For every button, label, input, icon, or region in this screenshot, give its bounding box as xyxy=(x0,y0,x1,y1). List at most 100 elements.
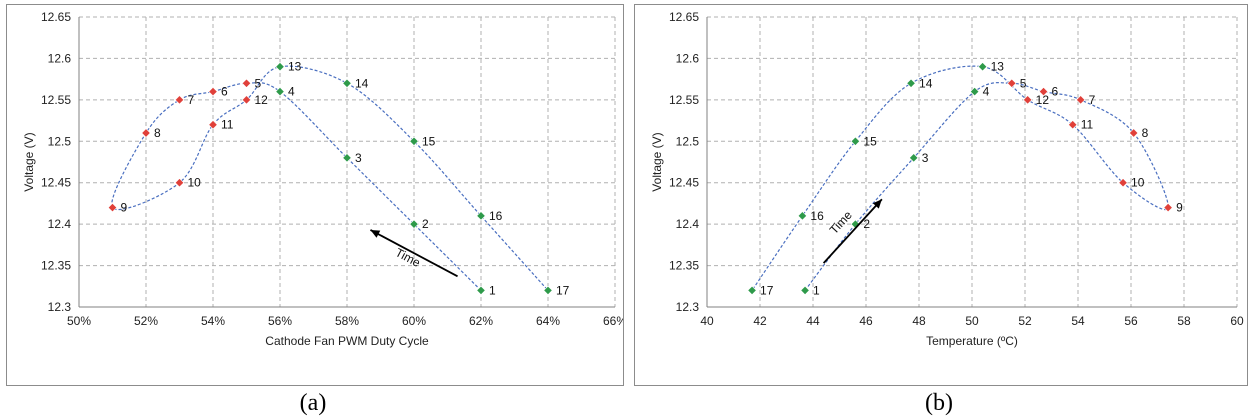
chart-panel-a: 12.3 12.35 12.4 12.45 12.5 12.55 12.6 12.65 50% 5… xyxy=(6,4,624,386)
y-tick-label: 12.55 xyxy=(669,93,699,107)
point-label: 13 xyxy=(991,60,1005,74)
x-tick-label: 56 xyxy=(1124,314,1138,328)
point-label: 2 xyxy=(422,217,429,231)
caption-a: (a) xyxy=(299,390,327,416)
data-point xyxy=(476,211,486,221)
x-tick-label: 54 xyxy=(1071,314,1085,328)
series-curve xyxy=(751,65,1169,291)
x-tick-label: 56% xyxy=(268,314,292,328)
x-tick-label: 58% xyxy=(335,314,359,328)
time-annotation: Time xyxy=(393,245,423,270)
y-tick-label: 12.5 xyxy=(48,134,72,148)
data-point xyxy=(1128,128,1139,138)
point-label: 14 xyxy=(355,76,369,90)
x-tick-label: 66% xyxy=(603,314,623,328)
time-arrow-shaft xyxy=(822,198,883,264)
data-point xyxy=(107,202,118,213)
data-point xyxy=(141,128,151,138)
data-point xyxy=(174,178,185,188)
y-tick-label: 12.6 xyxy=(676,51,700,65)
y-tick-label: 12.35 xyxy=(41,259,71,273)
y-tick-label: 12.3 xyxy=(48,300,72,314)
data-point xyxy=(797,211,808,221)
point-label: 1 xyxy=(489,283,496,297)
point-label: 8 xyxy=(154,126,161,140)
data-point xyxy=(241,95,252,105)
data-point xyxy=(174,95,185,105)
x-tick-label: 62% xyxy=(469,314,493,328)
data-point xyxy=(1022,95,1033,105)
y-tick-label: 12.45 xyxy=(669,176,699,190)
data-point xyxy=(906,78,916,88)
point-label: 10 xyxy=(1131,176,1145,190)
point-label: 17 xyxy=(760,283,774,297)
point-label: 9 xyxy=(1176,201,1183,215)
x-tick-label: 54% xyxy=(201,314,225,328)
point-label: 6 xyxy=(1052,85,1059,99)
data-point xyxy=(1068,120,1078,130)
caption-b: (b) xyxy=(925,390,953,416)
x-tick-label: 52 xyxy=(1018,314,1032,328)
point-label: 2 xyxy=(863,217,870,231)
point-label: 4 xyxy=(983,85,990,99)
point-label: 3 xyxy=(922,151,929,165)
chart-panel-b: 12.3 12.35 12.4 12.45 12.5 12.55 12.6 12.65 40 42… xyxy=(634,4,1248,386)
data-point xyxy=(1007,78,1017,88)
x-tick-label: 64% xyxy=(536,314,560,328)
x-tick-label: 58 xyxy=(1177,314,1191,328)
y-tick-label: 12.5 xyxy=(676,134,700,148)
data-point xyxy=(850,136,861,146)
point-label: 10 xyxy=(188,176,202,190)
x-tick-label: 50 xyxy=(965,314,979,328)
point-label: 15 xyxy=(422,134,436,148)
data-point xyxy=(275,86,285,97)
y-tick-label: 12.4 xyxy=(48,217,72,231)
point-label: 12 xyxy=(1036,93,1050,107)
x-axis-title: Cathode Fan PWM Duty Cycle xyxy=(265,334,429,348)
x-tick-label: 40 xyxy=(700,314,714,328)
data-point xyxy=(409,219,419,229)
point-label: 15 xyxy=(863,134,877,148)
data-point xyxy=(342,153,352,163)
y-tick-label: 12.45 xyxy=(41,176,71,190)
point-label: 11 xyxy=(1081,118,1094,132)
y-tick-label: 12.55 xyxy=(41,93,71,107)
data-point xyxy=(409,136,419,146)
data-point xyxy=(800,285,810,296)
point-label: 17 xyxy=(556,283,570,297)
point-label: 16 xyxy=(489,209,503,223)
point-label: 13 xyxy=(288,60,302,74)
point-label: 6 xyxy=(221,85,228,99)
y-tick-label: 12.65 xyxy=(41,10,71,24)
data-point xyxy=(1163,202,1173,213)
x-tick-label: 60 xyxy=(1230,314,1244,328)
point-label: 1 xyxy=(813,283,820,297)
x-tick-label: 52% xyxy=(134,314,158,328)
data-point xyxy=(342,78,352,88)
point-label: 11 xyxy=(221,118,234,132)
data-point xyxy=(543,285,553,296)
y-axis-title: Voltage (V) xyxy=(22,132,36,191)
x-tick-label: 50% xyxy=(67,314,91,328)
x-tick-label: 42 xyxy=(753,314,767,328)
point-label: 7 xyxy=(188,93,195,107)
point-label: 3 xyxy=(355,151,362,165)
time-arrow-shaft xyxy=(370,229,458,278)
data-point xyxy=(1118,178,1128,188)
point-label: 16 xyxy=(810,209,824,223)
data-point xyxy=(969,86,980,97)
data-point xyxy=(476,285,486,296)
chart-a-svg: 12.3 12.35 12.4 12.45 12.5 12.55 12.6 12.65 50% 5… xyxy=(22,10,623,348)
x-tick-label: 60% xyxy=(402,314,426,328)
y-tick-label: 12.4 xyxy=(676,217,700,231)
time-arrow-head xyxy=(370,229,381,238)
point-label: 8 xyxy=(1142,126,1149,140)
point-label: 9 xyxy=(121,201,128,215)
y-tick-label: 12.65 xyxy=(669,10,699,24)
x-axis-title: Temperature (ºC) xyxy=(926,334,1018,348)
point-label: 12 xyxy=(255,93,269,107)
y-axis-title: Voltage (V) xyxy=(650,132,664,191)
point-label: 5 xyxy=(255,76,262,90)
point-label: 5 xyxy=(1020,76,1027,90)
